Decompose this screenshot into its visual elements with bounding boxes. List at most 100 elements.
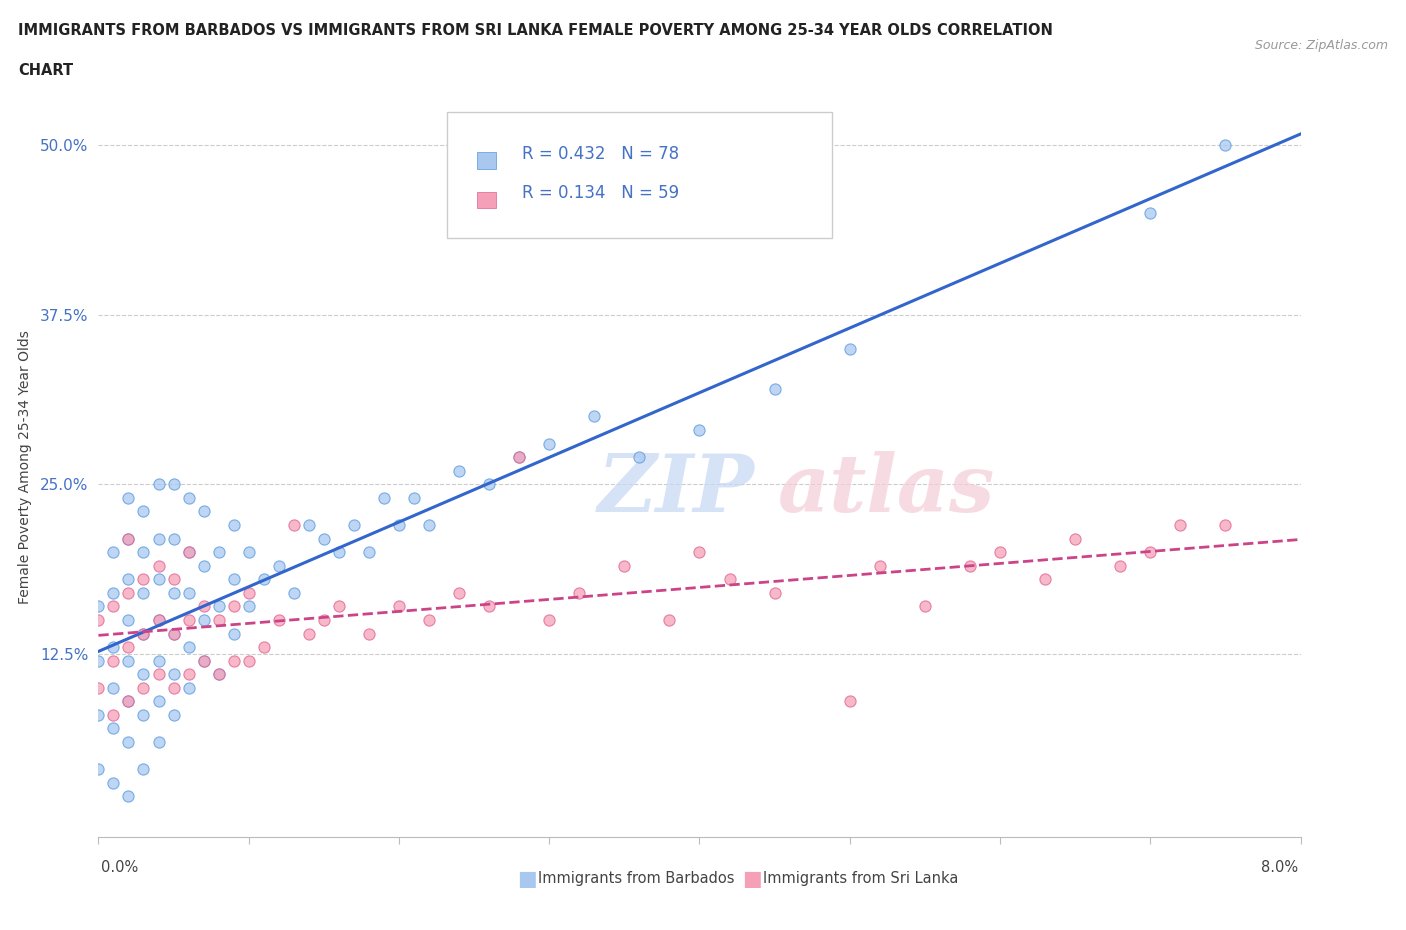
- Point: [478, 599, 501, 614]
- Point: [508, 450, 530, 465]
- Point: [1109, 558, 1132, 573]
- Text: R = 0.134   N = 59: R = 0.134 N = 59: [522, 184, 679, 202]
- Point: [988, 545, 1011, 560]
- Point: [658, 613, 681, 628]
- Point: [763, 585, 786, 600]
- Point: [312, 531, 335, 546]
- Point: [388, 517, 411, 532]
- Point: [193, 504, 215, 519]
- Text: IMMIGRANTS FROM BARBADOS VS IMMIGRANTS FROM SRI LANKA FEMALE POVERTY AMONG 25-34: IMMIGRANTS FROM BARBADOS VS IMMIGRANTS F…: [18, 23, 1053, 38]
- Point: [538, 436, 561, 451]
- Point: [869, 558, 891, 573]
- Point: [148, 572, 170, 587]
- Point: [177, 667, 200, 682]
- Point: [914, 599, 936, 614]
- Point: [298, 517, 321, 532]
- Point: [103, 776, 125, 790]
- Point: [718, 572, 741, 587]
- Point: [357, 626, 380, 641]
- Point: [132, 626, 155, 641]
- Point: [117, 585, 139, 600]
- Point: [763, 382, 786, 397]
- Point: [148, 613, 170, 628]
- Text: atlas: atlas: [778, 451, 995, 528]
- Point: [1215, 517, 1237, 532]
- Point: [117, 694, 139, 709]
- Y-axis label: Female Poverty Among 25-34 Year Olds: Female Poverty Among 25-34 Year Olds: [18, 330, 32, 604]
- Point: [117, 653, 139, 668]
- Point: [148, 653, 170, 668]
- Point: [238, 653, 260, 668]
- Point: [583, 409, 606, 424]
- Point: [1139, 206, 1161, 220]
- Point: [132, 626, 155, 641]
- Point: [208, 667, 231, 682]
- Point: [177, 640, 200, 655]
- Point: [117, 613, 139, 628]
- Point: [388, 599, 411, 614]
- Point: [222, 517, 245, 532]
- Point: [177, 490, 200, 505]
- Point: [193, 653, 215, 668]
- Point: [117, 735, 139, 750]
- Point: [148, 667, 170, 682]
- Point: [87, 762, 110, 777]
- Point: [312, 613, 335, 628]
- Point: [103, 653, 125, 668]
- Point: [148, 694, 170, 709]
- Point: [688, 545, 710, 560]
- Point: [177, 545, 200, 560]
- Point: [328, 599, 350, 614]
- Point: [298, 626, 321, 641]
- Point: [87, 708, 110, 723]
- Point: [162, 626, 184, 641]
- Point: [267, 613, 290, 628]
- Point: [177, 613, 200, 628]
- Point: [418, 517, 440, 532]
- Point: [222, 653, 245, 668]
- Point: [838, 694, 860, 709]
- Point: [193, 558, 215, 573]
- Point: [162, 572, 184, 587]
- Point: [87, 653, 110, 668]
- Text: CHART: CHART: [18, 63, 73, 78]
- Point: [117, 694, 139, 709]
- Point: [117, 640, 139, 655]
- Point: [373, 490, 395, 505]
- Point: [418, 613, 440, 628]
- Point: [87, 681, 110, 696]
- Point: [162, 531, 184, 546]
- Point: [117, 490, 139, 505]
- Point: [357, 545, 380, 560]
- Point: [177, 585, 200, 600]
- Point: [103, 681, 125, 696]
- Point: [148, 735, 170, 750]
- FancyBboxPatch shape: [477, 192, 495, 207]
- Point: [132, 667, 155, 682]
- Point: [613, 558, 636, 573]
- Point: [87, 613, 110, 628]
- Point: [148, 613, 170, 628]
- Point: [208, 667, 231, 682]
- Point: [193, 613, 215, 628]
- Point: [148, 558, 170, 573]
- Point: [478, 477, 501, 492]
- Text: ZIP: ZIP: [598, 451, 754, 528]
- Point: [222, 626, 245, 641]
- Point: [222, 572, 245, 587]
- Point: [162, 667, 184, 682]
- Point: [117, 789, 139, 804]
- Text: Immigrants from Sri Lanka: Immigrants from Sri Lanka: [763, 871, 959, 886]
- Point: [447, 585, 470, 600]
- Point: [162, 708, 184, 723]
- Point: [343, 517, 366, 532]
- Point: [117, 572, 139, 587]
- Point: [103, 640, 125, 655]
- Point: [103, 708, 125, 723]
- Point: [132, 585, 155, 600]
- Point: [132, 681, 155, 696]
- Point: [193, 653, 215, 668]
- Point: [1215, 138, 1237, 153]
- Point: [267, 558, 290, 573]
- FancyBboxPatch shape: [447, 113, 832, 238]
